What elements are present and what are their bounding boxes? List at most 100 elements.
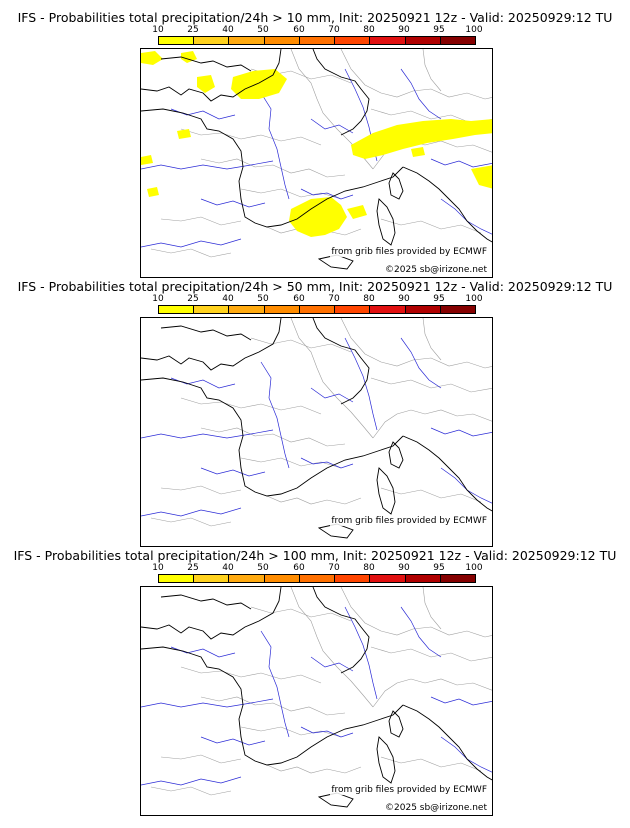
border-line — [290, 587, 374, 708]
coastline — [388, 172, 404, 200]
colorbar-label: 80 — [363, 25, 375, 35]
river-line — [400, 606, 442, 658]
border-line — [422, 49, 442, 92]
colorbar-swatch — [370, 306, 406, 313]
border-line — [370, 646, 492, 662]
colorbar-swatch — [405, 575, 441, 582]
river-line — [310, 656, 354, 672]
river-line — [170, 377, 236, 389]
colorbar-label: 10 — [152, 294, 164, 304]
border-line — [150, 786, 232, 796]
credit-source: from grib files provided by ECMWF — [330, 785, 488, 795]
colorbar-swatch — [264, 37, 300, 44]
river-line — [260, 92, 290, 200]
panel-precip-50mm: IFS - Probabilities total precipitation/… — [0, 279, 630, 547]
precip-area — [411, 147, 425, 157]
colorbar-swatch — [229, 575, 265, 582]
credit-copyright: ©2025 sb@irizone.net — [384, 803, 488, 813]
coastline — [160, 325, 252, 341]
coastline — [317, 792, 354, 808]
panel-title: IFS - Probabilities total precipitation/… — [17, 10, 613, 25]
river-line — [344, 337, 378, 431]
colorbar-label: 90 — [398, 294, 410, 304]
coastline — [141, 587, 282, 640]
colorbar-label: 25 — [187, 563, 199, 573]
colorbar-strip — [158, 36, 476, 45]
border-line — [250, 606, 352, 622]
coastline — [402, 704, 492, 781]
river-line — [141, 429, 274, 439]
river-line — [260, 630, 290, 738]
colorbar-label: 100 — [465, 294, 483, 304]
map-frame: from grib files provided by ECMWF ©2025 … — [140, 586, 493, 816]
colorbar-label: 90 — [398, 563, 410, 573]
river-line — [440, 467, 492, 504]
river-line — [344, 606, 378, 700]
border-line — [240, 188, 342, 200]
colorbar: 10 25 40 50 60 70 80 90 95 100 — [152, 294, 483, 321]
map-frame: from grib files provided by ECMWF ©2025 … — [140, 48, 493, 278]
panel-title: IFS - Probabilities total precipitation/… — [13, 548, 617, 563]
river-line — [430, 158, 492, 168]
colorbar-label: 100 — [465, 25, 483, 35]
border-line — [150, 248, 232, 258]
border-line — [200, 696, 346, 716]
colorbar-swatch — [229, 37, 265, 44]
colorbar-swatch — [194, 37, 230, 44]
precip-area — [289, 197, 347, 237]
colorbar-label: 60 — [293, 294, 305, 304]
border-line — [340, 49, 492, 100]
river-line — [170, 108, 236, 120]
coastline — [312, 587, 370, 674]
colorbar-label: 80 — [363, 294, 375, 304]
river-line — [200, 736, 266, 746]
coastline — [402, 435, 492, 512]
border-line — [160, 485, 242, 495]
coastline — [312, 318, 370, 405]
coastline — [388, 441, 404, 469]
colorbar-label: 25 — [187, 294, 199, 304]
coastline — [317, 254, 354, 270]
colorbar-label: 80 — [363, 563, 375, 573]
colorbar-swatch — [335, 575, 371, 582]
border-line — [340, 318, 492, 369]
coastline — [376, 198, 396, 246]
map-canvas — [141, 49, 492, 270]
border-line — [380, 218, 482, 234]
river-line — [141, 507, 242, 517]
colorbar-label: 60 — [293, 563, 305, 573]
colorbar-swatch — [370, 37, 406, 44]
colorbar-swatch — [440, 575, 475, 582]
colorbar-swatch — [405, 306, 441, 313]
map-canvas — [141, 318, 492, 539]
colorbar-swatch — [440, 37, 475, 44]
coastline — [312, 49, 370, 136]
colorbar-swatch — [440, 306, 475, 313]
river-line — [400, 68, 442, 120]
colorbar-label: 90 — [398, 25, 410, 35]
colorbar-swatch — [299, 575, 336, 582]
colorbar-label: 40 — [222, 25, 234, 35]
border-line — [200, 427, 346, 447]
colorbar-label: 60 — [293, 25, 305, 35]
colorbar-swatch — [335, 306, 371, 313]
border-line — [266, 495, 362, 505]
colorbar-label: 95 — [433, 563, 445, 573]
colorbar-label: 40 — [222, 294, 234, 304]
border-line — [200, 158, 346, 178]
colorbar-swatch — [194, 306, 230, 313]
colorbar-strip — [158, 574, 476, 583]
colorbar-label: 100 — [465, 563, 483, 573]
coastline — [141, 49, 282, 102]
precip-area — [351, 119, 492, 159]
colorbar-strip — [158, 305, 476, 314]
border-line — [160, 754, 242, 764]
colorbar-swatch — [299, 37, 336, 44]
river-line — [141, 698, 274, 708]
precip-area — [347, 205, 367, 219]
river-line — [430, 427, 492, 437]
border-line — [180, 397, 322, 415]
border-line — [372, 678, 492, 708]
river-line — [200, 467, 266, 477]
colorbar-swatch — [159, 37, 195, 44]
